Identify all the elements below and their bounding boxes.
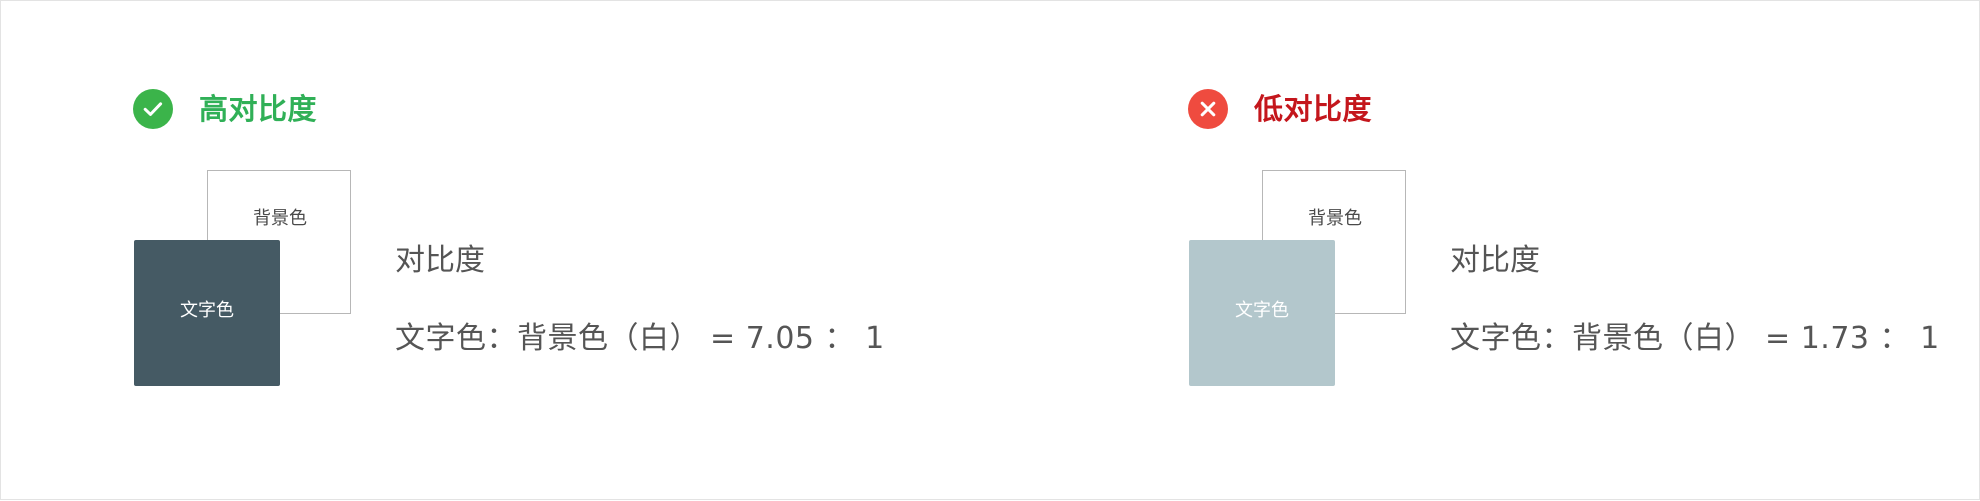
- contrast-label: 对比度: [1450, 243, 1540, 278]
- low-contrast-title: 低对比度: [1254, 92, 1373, 126]
- background-color-label: 背景色: [1308, 208, 1362, 229]
- close-circle-icon: [1188, 89, 1228, 129]
- high-contrast-example: 高对比度 背景色 文字色 对比度 文字色：背景色（白） = 7.05 ： 1: [1, 1, 991, 501]
- low-contrast-example: 低对比度 背景色 文字色 对比度 文字色：背景色（白） = 1.73 ： 1: [1056, 1, 1980, 501]
- background-color-label: 背景色: [253, 208, 307, 229]
- text-color-swatch: 文字色: [134, 240, 280, 386]
- contrast-ratio-text: 文字色：背景色（白） = 1.73 ： 1: [1450, 321, 1940, 356]
- text-color-label: 文字色: [180, 300, 234, 321]
- contrast-ratio-text: 文字色：背景色（白） = 7.05 ： 1: [395, 321, 885, 356]
- text-color-label: 文字色: [1235, 300, 1289, 321]
- text-color-swatch: 文字色: [1189, 240, 1335, 386]
- high-contrast-title: 高对比度: [199, 92, 318, 126]
- contrast-label: 对比度: [395, 243, 485, 278]
- check-circle-icon: [133, 89, 173, 129]
